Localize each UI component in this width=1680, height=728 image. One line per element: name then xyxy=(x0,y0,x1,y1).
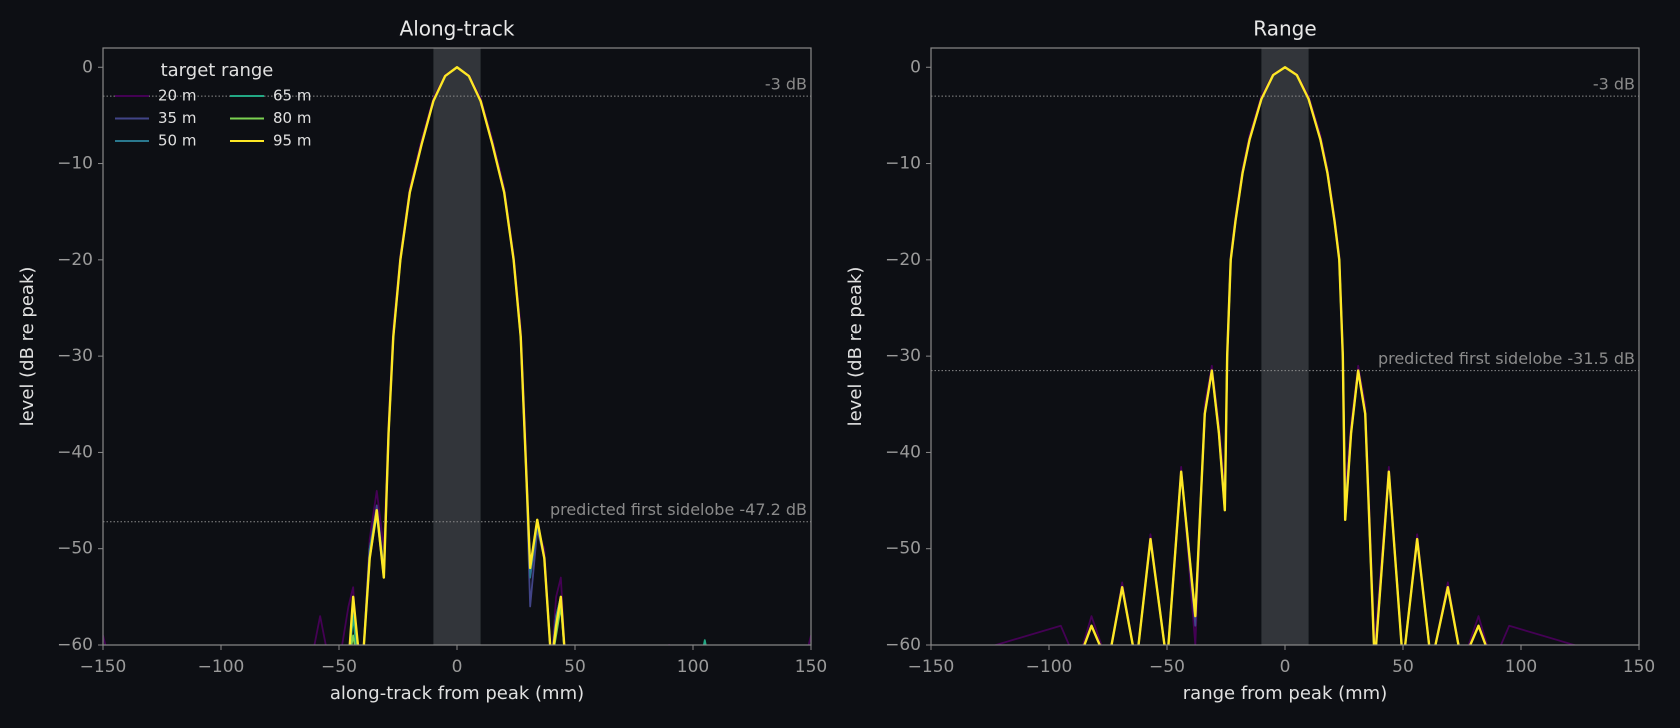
shaded-band xyxy=(1261,48,1309,645)
x-tick-label: −50 xyxy=(321,657,357,677)
x-axis-label: along-track from peak (mm) xyxy=(330,683,584,704)
x-tick-label: 150 xyxy=(1623,657,1655,677)
shaded-band xyxy=(433,48,481,645)
x-tick-label: 150 xyxy=(795,657,827,677)
y-tick-label: −40 xyxy=(885,442,921,462)
chart-title: Along-track xyxy=(400,17,515,41)
annotation: predicted first sidelobe -47.2 dB xyxy=(550,500,807,519)
y-tick-label: −40 xyxy=(57,442,93,462)
x-tick-label: 0 xyxy=(1280,657,1291,677)
y-tick-label: 0 xyxy=(82,57,93,77)
y-tick-label: −60 xyxy=(57,635,93,655)
legend-label: 95 m xyxy=(273,132,311,150)
y-tick-label: −20 xyxy=(885,250,921,270)
x-tick-label: 50 xyxy=(1392,657,1414,677)
x-tick-label: 100 xyxy=(677,657,709,677)
y-tick-label: −30 xyxy=(885,346,921,366)
series-line xyxy=(348,66,566,645)
annotation: -3 dB xyxy=(765,75,807,94)
y-tick-label: −60 xyxy=(885,635,921,655)
y-tick-label: −30 xyxy=(57,346,93,366)
legend-label: 80 m xyxy=(273,109,311,127)
x-tick-label: −50 xyxy=(1149,657,1185,677)
y-tick-label: −50 xyxy=(885,539,921,559)
annotation: -3 dB xyxy=(1593,75,1635,94)
legend-label: 20 m xyxy=(158,87,196,105)
legend-label: 35 m xyxy=(158,109,196,127)
y-tick-label: −20 xyxy=(57,250,93,270)
legend-label: 50 m xyxy=(158,132,196,150)
y-tick-label: −10 xyxy=(57,154,93,174)
y-tick-label: −10 xyxy=(885,154,921,174)
chart-title: Range xyxy=(1253,17,1316,41)
x-tick-label: −100 xyxy=(1026,657,1073,677)
x-tick-label: 100 xyxy=(1505,657,1537,677)
x-tick-label: −150 xyxy=(80,657,127,677)
plot-area xyxy=(931,48,1639,645)
y-tick-label: 0 xyxy=(910,57,921,77)
x-tick-label: −150 xyxy=(908,657,955,677)
y-axis-label: level (dB re peak) xyxy=(17,267,38,427)
x-tick-label: −100 xyxy=(198,657,245,677)
y-axis-label: level (dB re peak) xyxy=(845,267,866,427)
x-axis-label: range from peak (mm) xyxy=(1183,683,1387,704)
legend-title: target range xyxy=(161,60,274,81)
y-tick-label: −50 xyxy=(57,539,93,559)
x-tick-label: 50 xyxy=(564,657,586,677)
legend-label: 65 m xyxy=(273,87,311,105)
series-line xyxy=(1083,66,1487,645)
plot-area xyxy=(103,48,811,645)
x-tick-label: 0 xyxy=(452,657,463,677)
annotation: predicted first sidelobe -31.5 dB xyxy=(1378,349,1635,368)
